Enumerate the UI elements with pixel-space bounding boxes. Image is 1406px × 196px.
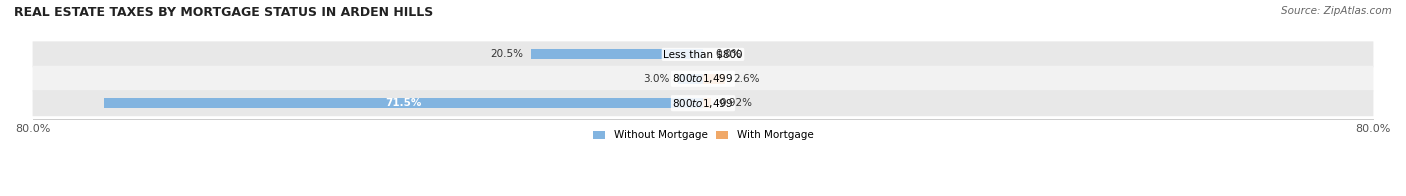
- Text: 0.92%: 0.92%: [718, 98, 752, 108]
- FancyBboxPatch shape: [32, 90, 1374, 116]
- Text: 2.6%: 2.6%: [733, 74, 759, 84]
- Bar: [703, 74, 724, 84]
- Text: 20.5%: 20.5%: [489, 49, 523, 59]
- Bar: [531, 49, 703, 59]
- Text: Source: ZipAtlas.com: Source: ZipAtlas.com: [1281, 6, 1392, 16]
- Text: 71.5%: 71.5%: [385, 98, 422, 108]
- Text: $800 to $1,499: $800 to $1,499: [672, 72, 734, 85]
- Bar: [104, 98, 703, 108]
- Bar: [703, 98, 710, 108]
- FancyBboxPatch shape: [32, 41, 1374, 67]
- Text: 0.0%: 0.0%: [716, 49, 742, 59]
- Text: $800 to $1,499: $800 to $1,499: [672, 97, 734, 110]
- FancyBboxPatch shape: [32, 66, 1374, 92]
- Bar: [678, 74, 703, 84]
- Text: REAL ESTATE TAXES BY MORTGAGE STATUS IN ARDEN HILLS: REAL ESTATE TAXES BY MORTGAGE STATUS IN …: [14, 6, 433, 19]
- Legend: Without Mortgage, With Mortgage: Without Mortgage, With Mortgage: [589, 126, 817, 144]
- Text: 3.0%: 3.0%: [643, 74, 669, 84]
- Text: Less than $800: Less than $800: [664, 49, 742, 59]
